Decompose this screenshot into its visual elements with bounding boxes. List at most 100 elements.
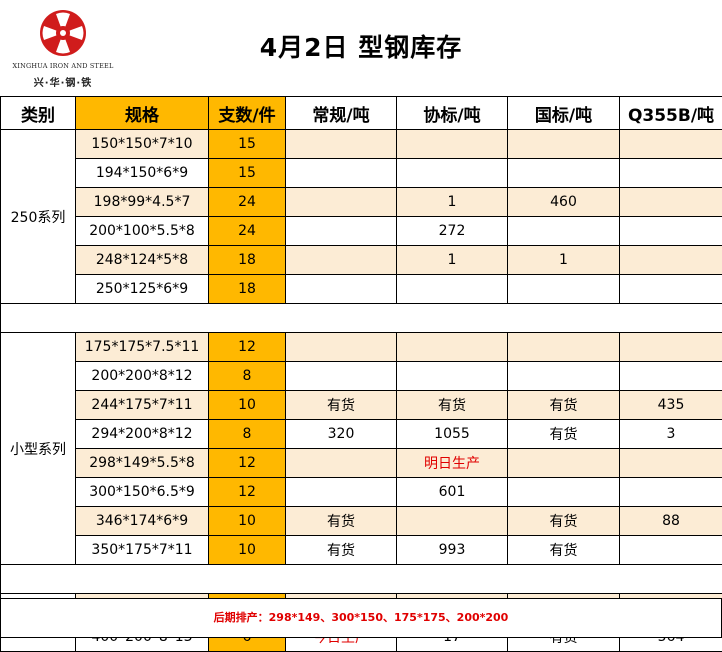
q355b-cell <box>620 536 722 565</box>
regular-cell <box>286 217 397 246</box>
regular-cell <box>286 478 397 507</box>
national-cell <box>508 333 620 362</box>
qty-cell: 8 <box>209 420 286 449</box>
regular-cell <box>286 159 397 188</box>
national-cell: 1 <box>508 246 620 275</box>
national-cell <box>508 362 620 391</box>
national-cell: 460 <box>508 188 620 217</box>
brand-chinese-name: 兴·华·钢·铁 <box>8 74 118 89</box>
stock-sheet: XINGHUA IRON AND STEEL 兴·华·钢·铁 4月2日 型钢库存… <box>0 0 722 638</box>
qty-cell: 12 <box>209 478 286 507</box>
assoc-cell <box>397 159 508 188</box>
national-cell: 有货 <box>508 536 620 565</box>
column-header-category: 类别 <box>1 97 76 130</box>
q355b-cell <box>620 275 722 304</box>
regular-cell <box>286 449 397 478</box>
qty-cell: 15 <box>209 159 286 188</box>
category-cell: 250系列 <box>1 130 76 304</box>
spec-cell: 200*200*8*12 <box>76 362 209 391</box>
spec-cell: 350*175*7*11 <box>76 536 209 565</box>
national-cell <box>508 159 620 188</box>
national-cell: 有货 <box>508 420 620 449</box>
q355b-cell: 3 <box>620 420 722 449</box>
regular-cell <box>286 246 397 275</box>
assoc-cell <box>397 362 508 391</box>
spec-cell: 194*150*6*9 <box>76 159 209 188</box>
assoc-cell <box>397 130 508 159</box>
spec-cell: 300*150*6.5*9 <box>76 478 209 507</box>
group-separator-cell <box>1 304 722 333</box>
q355b-cell <box>620 478 722 507</box>
national-cell <box>508 217 620 246</box>
column-header-national: 国标/吨 <box>508 97 620 130</box>
national-cell <box>508 478 620 507</box>
assoc-cell: 有货 <box>397 391 508 420</box>
spec-cell: 294*200*8*12 <box>76 420 209 449</box>
spec-cell: 346*174*6*9 <box>76 507 209 536</box>
header-row: 类别 规格 支数/件 常规/吨 协标/吨 国标/吨 Q355B/吨 <box>1 97 722 130</box>
q355b-cell <box>620 333 722 362</box>
q355b-cell <box>620 246 722 275</box>
qty-cell: 12 <box>209 449 286 478</box>
qty-cell: 24 <box>209 217 286 246</box>
assoc-cell: 明日生产 <box>397 449 508 478</box>
spec-cell: 175*175*7.5*11 <box>76 333 209 362</box>
qty-cell: 10 <box>209 391 286 420</box>
qty-cell: 18 <box>209 246 286 275</box>
spec-cell: 250*125*6*9 <box>76 275 209 304</box>
assoc-cell: 993 <box>397 536 508 565</box>
spec-cell: 150*150*7*10 <box>76 130 209 159</box>
sheet-header: XINGHUA IRON AND STEEL 兴·华·钢·铁 4月2日 型钢库存 <box>0 0 722 98</box>
schedule-footer: 后期排产：298*149、300*150、175*175、200*200 <box>0 598 722 638</box>
assoc-cell <box>397 507 508 536</box>
column-header-spec: 规格 <box>76 97 209 130</box>
q355b-cell <box>620 449 722 478</box>
q355b-cell: 435 <box>620 391 722 420</box>
assoc-cell: 1 <box>397 188 508 217</box>
q355b-cell <box>620 188 722 217</box>
assoc-cell: 601 <box>397 478 508 507</box>
qty-cell: 15 <box>209 130 286 159</box>
assoc-cell: 1055 <box>397 420 508 449</box>
group-separator <box>1 565 722 594</box>
regular-cell <box>286 130 397 159</box>
regular-cell <box>286 362 397 391</box>
q355b-cell <box>620 159 722 188</box>
page-title: 4月2日 型钢库存 <box>0 28 722 64</box>
spec-cell: 200*100*5.5*8 <box>76 217 209 246</box>
regular-cell <box>286 333 397 362</box>
qty-cell: 10 <box>209 507 286 536</box>
q355b-cell <box>620 362 722 391</box>
category-cell: 小型系列 <box>1 333 76 565</box>
q355b-cell: 88 <box>620 507 722 536</box>
assoc-cell: 272 <box>397 217 508 246</box>
group-separator-cell <box>1 565 722 594</box>
national-cell <box>508 130 620 159</box>
regular-cell <box>286 275 397 304</box>
qty-cell: 24 <box>209 188 286 217</box>
qty-cell: 18 <box>209 275 286 304</box>
regular-cell: 有货 <box>286 391 397 420</box>
group-separator <box>1 304 722 333</box>
national-cell: 有货 <box>508 391 620 420</box>
regular-cell: 有货 <box>286 507 397 536</box>
spec-cell: 298*149*5.5*8 <box>76 449 209 478</box>
column-header-q355b: Q355B/吨 <box>620 97 722 130</box>
column-header-regular: 常规/吨 <box>286 97 397 130</box>
regular-cell: 320 <box>286 420 397 449</box>
